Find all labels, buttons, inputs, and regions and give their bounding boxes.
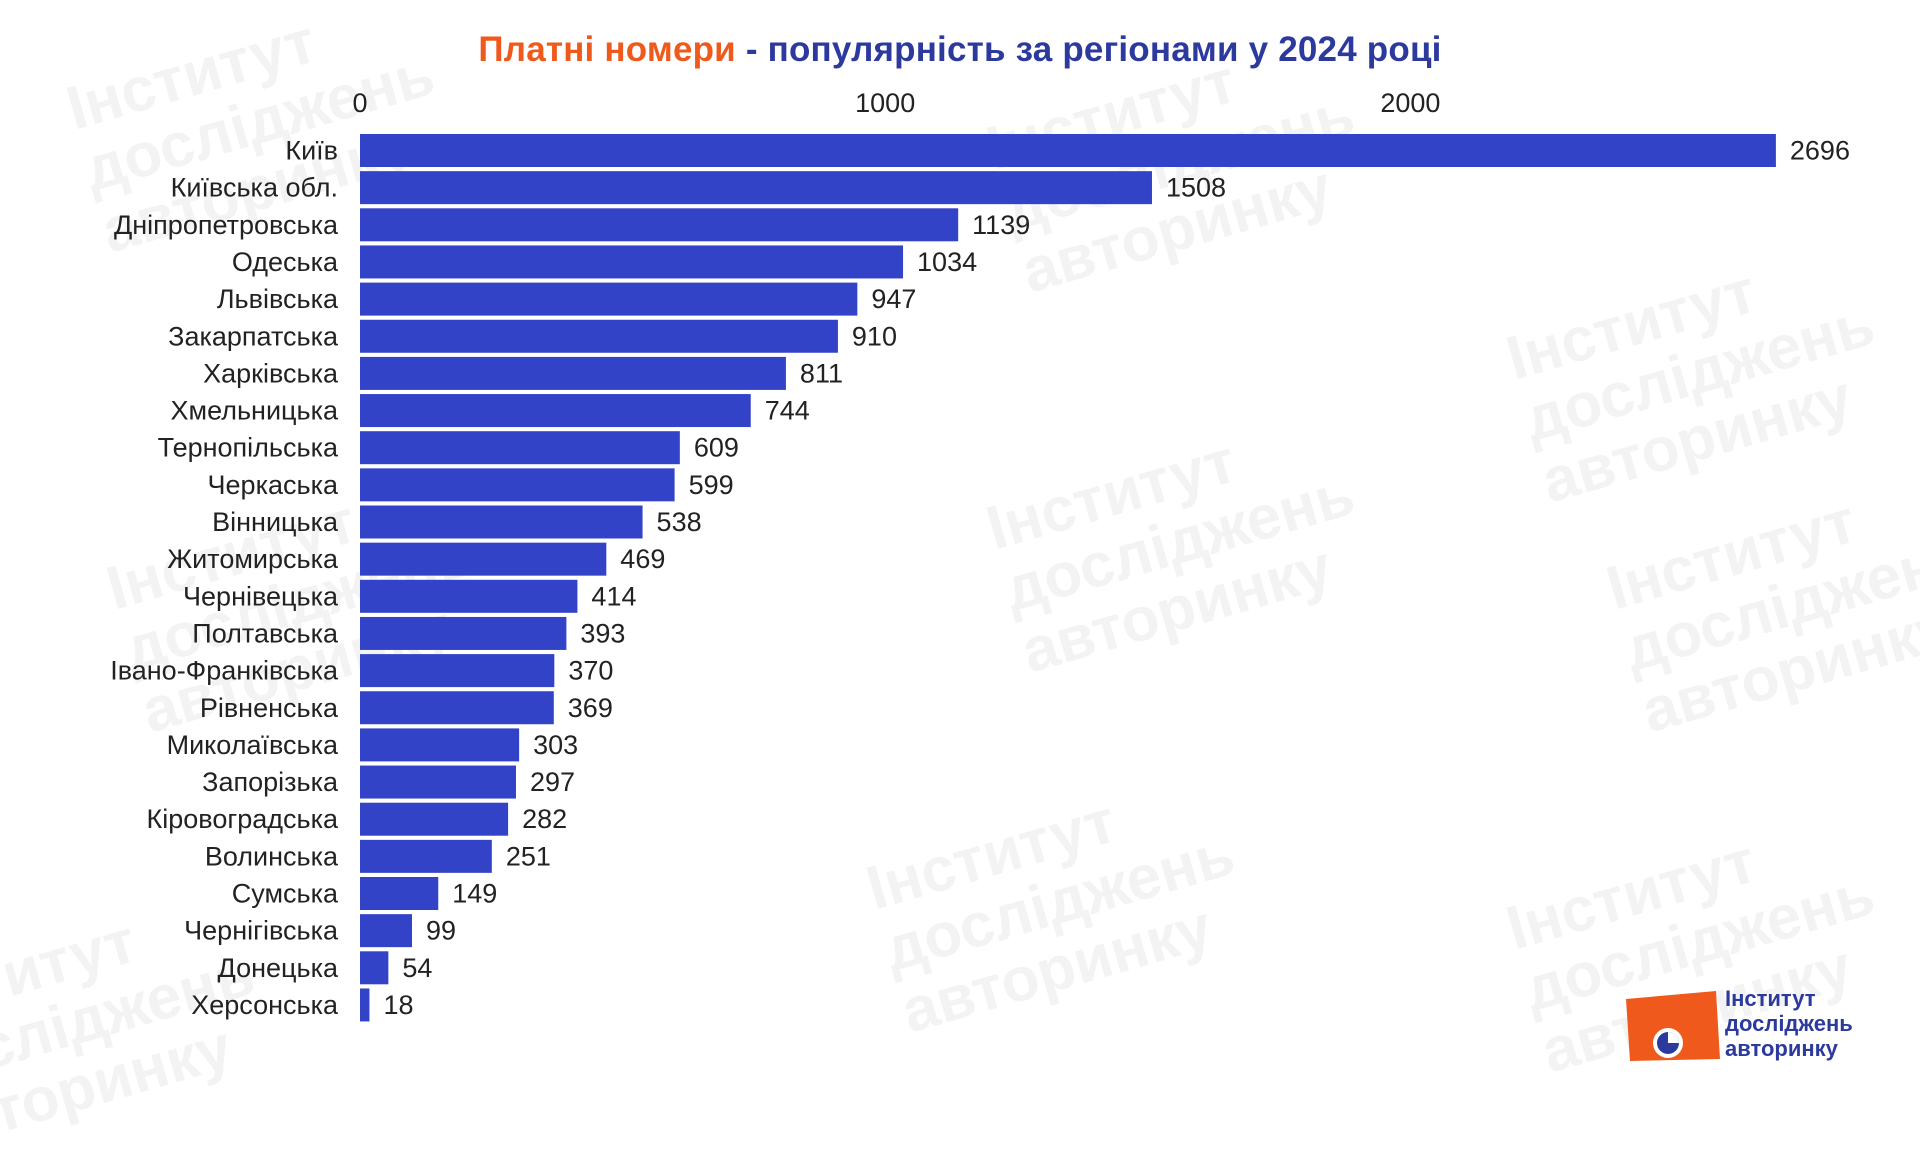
category-label: Харківська <box>203 358 339 388</box>
value-label: 599 <box>689 470 734 500</box>
x-tick-label: 1000 <box>855 88 915 118</box>
value-label: 282 <box>522 804 567 834</box>
logo <box>1626 991 1720 1061</box>
value-label: 303 <box>533 730 578 760</box>
logo-mark <box>1626 991 1720 1061</box>
category-label: Полтавська <box>192 618 339 648</box>
bar <box>360 394 751 428</box>
bar <box>360 505 643 539</box>
value-label: 297 <box>530 767 575 797</box>
bar <box>360 208 959 242</box>
category-label: Житомирська <box>167 544 339 574</box>
bar <box>360 802 509 836</box>
category-label: Одеська <box>232 247 339 277</box>
value-label: 393 <box>580 618 625 648</box>
bar <box>360 877 439 910</box>
category-label: Вінницька <box>212 507 339 537</box>
value-label: 18 <box>383 990 413 1020</box>
value-label: 54 <box>402 953 432 983</box>
bar <box>360 616 567 650</box>
category-label: Волинська <box>205 841 339 871</box>
bar <box>360 431 680 465</box>
bar <box>360 282 858 316</box>
logo-line-3: авторинку <box>1725 1036 1838 1061</box>
x-tick-label: 2000 <box>1380 88 1440 118</box>
category-label: Запорізька <box>202 767 339 797</box>
bar <box>360 468 675 502</box>
value-label: 99 <box>426 916 456 946</box>
value-label: 469 <box>620 544 665 574</box>
value-label: 609 <box>694 433 739 463</box>
category-label: Кіровоградська <box>147 804 339 834</box>
value-label: 811 <box>800 358 843 388</box>
chart-title: Платні номери - популярність за регіонам… <box>0 30 1920 70</box>
bar <box>360 319 838 353</box>
value-label: 947 <box>871 284 916 314</box>
value-label: 910 <box>852 321 897 351</box>
category-label: Донецька <box>218 953 339 983</box>
logo-background-shape <box>1626 991 1720 1061</box>
logo-line-1: Інститут <box>1725 986 1816 1011</box>
bar <box>360 542 607 576</box>
bar <box>360 839 492 873</box>
bar <box>360 134 1776 167</box>
category-label: Львівська <box>217 284 339 314</box>
bar <box>360 171 1152 205</box>
category-label: Чернігівська <box>184 916 339 946</box>
logo-text: Інститут досліджень авторинку <box>1725 986 1853 1061</box>
value-label: 1508 <box>1166 173 1226 203</box>
category-label: Київ <box>285 136 338 166</box>
value-label: 1139 <box>972 210 1030 240</box>
category-label: Черкаська <box>208 470 339 500</box>
category-label: Хмельницька <box>171 396 339 426</box>
value-label: 149 <box>452 879 497 909</box>
category-label: Миколаївська <box>167 730 339 760</box>
bar <box>360 914 412 948</box>
category-label: Херсонська <box>191 990 339 1020</box>
chart-title-accent: Платні номери <box>478 30 736 69</box>
category-label: Закарпатська <box>168 321 339 351</box>
category-label: Київська обл. <box>171 173 338 203</box>
value-label: 369 <box>568 693 613 723</box>
bar <box>360 654 555 688</box>
category-label: Дніпропетровська <box>114 210 339 240</box>
chart-title-rest: - популярність за регіонами у 2024 році <box>735 30 1442 69</box>
x-tick-label: 0 <box>352 88 367 118</box>
category-label: Івано-Франківська <box>110 656 339 686</box>
value-label: 370 <box>568 656 613 686</box>
value-label: 538 <box>657 507 702 537</box>
category-label: Рівненська <box>200 693 339 723</box>
category-label: Сумська <box>232 879 339 909</box>
bar <box>360 988 370 1022</box>
bar <box>360 765 516 799</box>
category-label: Тернопільська <box>158 433 339 463</box>
value-label: 2696 <box>1790 136 1850 166</box>
value-label: 414 <box>591 581 636 611</box>
value-label: 251 <box>506 841 551 871</box>
value-label: 1034 <box>917 247 977 277</box>
value-label: 744 <box>765 396 810 426</box>
bar <box>360 356 786 390</box>
bar <box>360 579 578 613</box>
logo-line-2: досліджень <box>1725 1011 1853 1036</box>
bar-chart: 0 1000 2000 Київ 2696 Київська обл. 1508 Дніпро… <box>110 88 1850 1022</box>
bar <box>360 728 520 762</box>
pie-chart-icon <box>1653 1028 1683 1058</box>
bar <box>360 691 554 725</box>
category-label: Чернівецька <box>183 581 339 611</box>
bar <box>360 245 904 279</box>
bar <box>360 951 389 985</box>
